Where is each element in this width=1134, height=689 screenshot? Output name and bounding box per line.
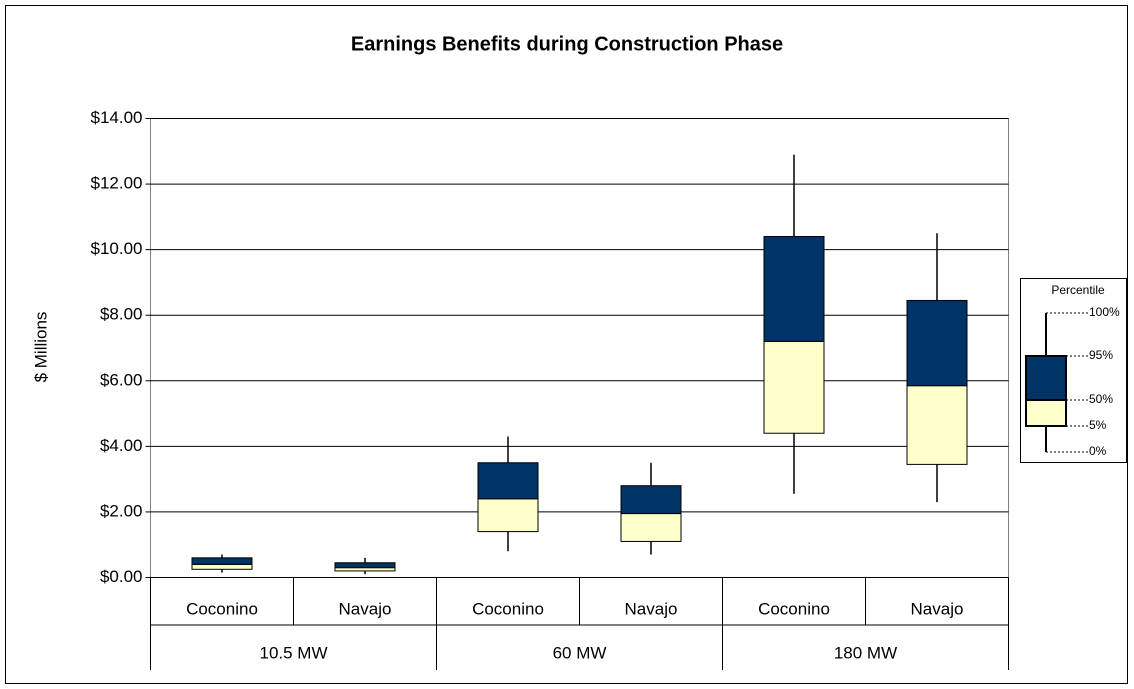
box-lower xyxy=(620,513,682,542)
box-upper xyxy=(620,485,682,515)
group-label: 60 MW xyxy=(553,643,607,662)
y-tick-label: $8.00 xyxy=(100,305,143,324)
y-tick-label: $0.00 xyxy=(100,567,143,586)
x-tick-label: Coconino xyxy=(186,599,258,618)
x-tick-label: Navajo xyxy=(339,599,392,618)
legend-label: 0% xyxy=(1089,444,1107,458)
box-upper xyxy=(191,557,253,565)
y-tick-label: $2.00 xyxy=(100,501,143,520)
plot-area xyxy=(150,118,1009,578)
legend-label: 95% xyxy=(1089,348,1113,362)
chart-title: Earnings Benefits during Construction Ph… xyxy=(351,33,783,55)
group-label: 10.5 MW xyxy=(259,643,327,662)
y-tick-label: $4.00 xyxy=(100,436,143,455)
x-tick-label: Navajo xyxy=(625,599,678,618)
box-upper xyxy=(334,562,396,569)
box-lower xyxy=(477,498,539,533)
box-upper xyxy=(477,462,539,500)
legend-label: 5% xyxy=(1089,418,1107,432)
x-tick-label: Coconino xyxy=(758,599,830,618)
box-lower xyxy=(763,340,825,434)
box-upper xyxy=(906,299,968,387)
legend-title: Percentile xyxy=(1051,283,1105,297)
x-tick-label: Coconino xyxy=(472,599,544,618)
box-lower xyxy=(906,385,968,465)
x-tick-label: Navajo xyxy=(911,599,964,618)
legend-lower xyxy=(1025,399,1067,427)
y-axis-label: $ Millions xyxy=(31,312,50,383)
legend-upper xyxy=(1025,355,1067,401)
box-upper xyxy=(763,236,825,342)
legend-label: 50% xyxy=(1089,392,1113,406)
y-tick-label: $10.00 xyxy=(91,239,143,258)
y-tick-label: $6.00 xyxy=(100,370,143,389)
box-lower xyxy=(191,563,253,570)
y-tick-label: $14.00 xyxy=(91,108,143,127)
y-tick-label: $12.00 xyxy=(91,174,143,193)
group-label: 180 MW xyxy=(834,643,897,662)
legend-label: 100% xyxy=(1089,305,1120,319)
